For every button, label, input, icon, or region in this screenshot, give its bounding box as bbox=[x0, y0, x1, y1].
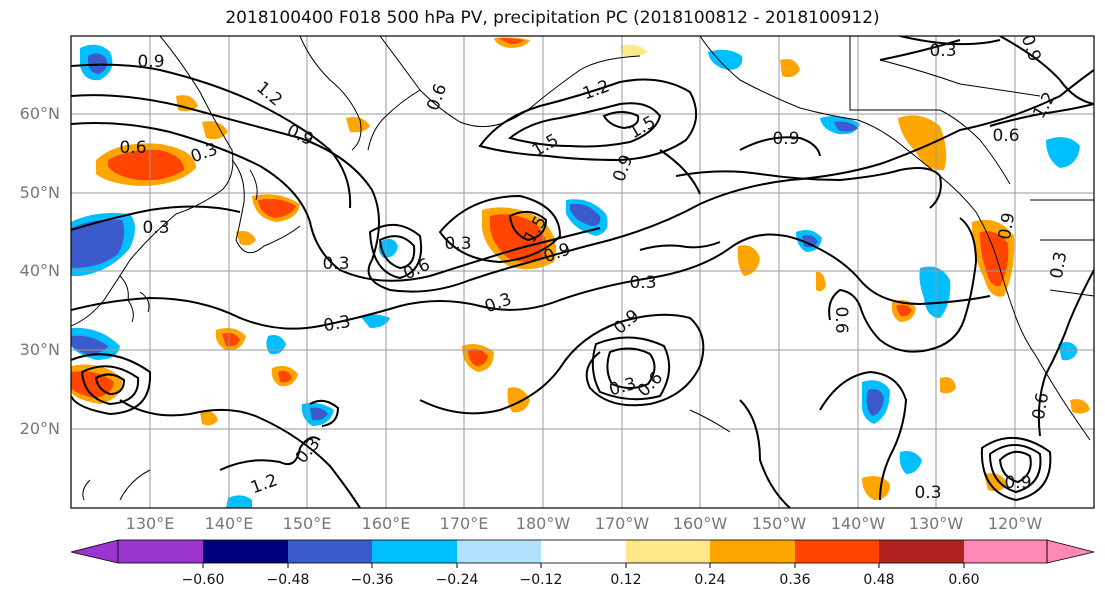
contour-label: 0.9 bbox=[137, 52, 164, 72]
contour-label: 0.3 bbox=[1047, 250, 1071, 280]
colorbar-frame bbox=[117, 539, 1048, 564]
colorbar-tick-label: −0.12 bbox=[519, 572, 563, 588]
map-frame bbox=[70, 35, 1095, 509]
colorbar-ticks bbox=[202, 563, 965, 568]
contour-label: 0.3 bbox=[444, 234, 471, 254]
precip-shading bbox=[71, 37, 1090, 508]
contour-label: 0.3 bbox=[322, 312, 352, 336]
contour-label: 0.9 bbox=[772, 129, 799, 149]
contour-label: 0.9 bbox=[1004, 473, 1031, 493]
contour-label: 0.3 bbox=[322, 254, 349, 274]
colorbar-tick-label: 0.24 bbox=[694, 572, 726, 588]
colorbar-segment bbox=[118, 540, 203, 563]
colorbar-segment bbox=[795, 540, 879, 563]
colorbar-segment bbox=[710, 540, 795, 563]
colorbar-tick-label: −0.36 bbox=[350, 572, 394, 588]
map-title: 2018100400 F018 500 hPa PV, precipitatio… bbox=[225, 8, 880, 28]
lon-label: 130°E bbox=[125, 514, 175, 533]
contour-label: 0.3 bbox=[914, 483, 941, 503]
colorbar-tick-label: 0.36 bbox=[779, 572, 811, 588]
lon-label: 140°E bbox=[204, 514, 254, 533]
colorbar-tick-label: −0.24 bbox=[435, 572, 479, 588]
lon-label: 150°E bbox=[282, 514, 332, 533]
contour-label: 0.3 bbox=[929, 41, 956, 61]
contour-label: 0.6 bbox=[1029, 391, 1053, 421]
lon-label: 140°W bbox=[830, 514, 886, 533]
colorbar-min-extend bbox=[70, 539, 119, 564]
lon-label: 170°W bbox=[594, 514, 650, 533]
lat-label: 40°N bbox=[19, 261, 60, 280]
lon-label: 180°W bbox=[515, 514, 571, 533]
lon-label: 160°W bbox=[672, 514, 728, 533]
colorbar-segment bbox=[541, 540, 626, 563]
colorbar-tick-label: −0.60 bbox=[181, 572, 225, 588]
contour-label: 0.3 bbox=[629, 273, 656, 293]
lon-label: 170°E bbox=[439, 514, 489, 533]
lon-label: 130°W bbox=[908, 514, 964, 533]
graticule bbox=[71, 36, 1094, 508]
pv-contours bbox=[71, 36, 1094, 508]
lon-label: 120°W bbox=[987, 514, 1043, 533]
colorbar-tick-label: 0.60 bbox=[948, 572, 980, 588]
colorbar-tick-label: −0.48 bbox=[266, 572, 310, 588]
colorbar-segment bbox=[203, 540, 288, 563]
colorbar-segment bbox=[964, 540, 1047, 563]
lon-label: 150°W bbox=[751, 514, 807, 533]
contour-label: 0.6 bbox=[119, 138, 146, 158]
contour-label: 0.9 bbox=[995, 211, 1019, 241]
colorbar-segment bbox=[372, 540, 457, 563]
colorbar-segment bbox=[879, 540, 964, 563]
lat-label: 30°N bbox=[19, 340, 60, 359]
colorbar-tick-label: 0.12 bbox=[610, 572, 642, 588]
colorbar-segment bbox=[626, 540, 710, 563]
coastlines bbox=[71, 36, 1094, 501]
lat-label: 20°N bbox=[19, 419, 60, 438]
colorbar-tick-label: 0.48 bbox=[863, 572, 895, 588]
colorbar-segment bbox=[288, 540, 372, 563]
contour-label: 0.6 bbox=[992, 126, 1019, 146]
contour-label: 0.6 bbox=[831, 306, 851, 333]
colorbar-segment bbox=[457, 540, 541, 563]
colorbar-max-extend bbox=[1046, 539, 1095, 564]
lat-label: 50°N bbox=[19, 183, 60, 202]
contour-label: 0.3 bbox=[142, 218, 169, 238]
lon-label: 160°E bbox=[361, 514, 411, 533]
lat-label: 60°N bbox=[19, 104, 60, 123]
colorbar bbox=[70, 539, 1095, 568]
